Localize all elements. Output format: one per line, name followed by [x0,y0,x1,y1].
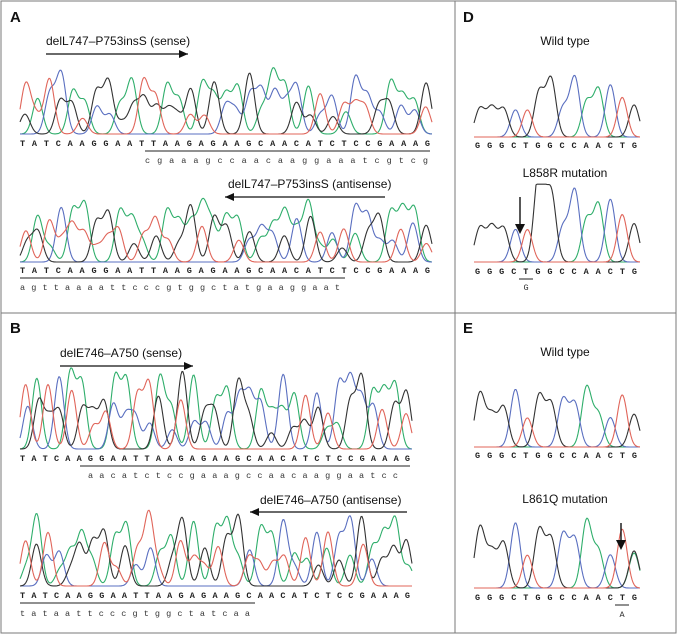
panel-d-mutation-sequence: GGGCTGGCCAACTG [475,267,637,277]
trace-line-t [474,96,640,138]
trace-line-t [19,76,433,135]
trace-line-g [19,513,413,587]
panel-a-sense-arrow [46,50,188,58]
trace-line-g [20,370,413,450]
trace-line-g [473,183,641,263]
trace-line-a [474,384,640,448]
panel-b-antisense-chromatogram [19,509,413,587]
panel-d-mutation-arrow [515,197,525,234]
panel-a-antisense-sequence-2: agttaaaattcccgtggctatgaaggaat [20,283,340,293]
trace-line-g [19,204,433,263]
panel-b-sense-chromatogram [19,367,413,450]
trace-line-t [474,528,641,589]
trace-line-t [474,394,641,448]
panel-e: Wild type GGGCTGGCCAACTG L861Q mutation … [473,345,641,620]
panel-b-sense-sequence: TATCAAGGAATTAAGAGAAGCAACATCTCCGAAAG [20,454,410,464]
trace-line-a [19,197,433,263]
panel-e-wild-chromatogram [473,384,641,448]
trace-line-c [474,74,640,138]
panel-d-wild-sequence: GGGCTGGCCAACTG [475,141,637,151]
arrow-head [250,508,259,516]
panel-d-wild-label: Wild type [540,34,590,48]
panel-b-antisense-sequence: TATCAAGGAATTAAGAGAAGCAACATCTCCGAAAG [20,591,410,601]
trace-line-c [20,69,432,135]
panel-b-antisense-arrow [250,508,407,516]
panel-a-sense-label: delL747–P753insS (sense) [46,34,190,48]
trace-line-a [19,367,413,450]
trace-line-c [474,522,640,589]
panel-b-sense-arrow [60,362,193,370]
panel-d-mutation-chromatogram [473,183,641,263]
trace-line-a [20,67,432,135]
panel-e-mutant-base: A [619,610,625,620]
panel-a-label: A [10,9,21,26]
panel-a-sense-sequence-2: cgaaagccaacaaggaaatcgtcg [145,156,428,166]
trace-line-a [19,513,413,587]
trace-line-t [19,378,413,450]
trace-line-t [19,215,433,263]
panel-b-antisense-sequence-2: tataattcccgtggctatcaa [20,609,250,619]
trace-line-c [474,388,640,448]
panel-d-wild-chromatogram [473,74,641,138]
panel-b-antisense-label: delE746–A750 (antisense) [260,493,401,507]
trace-line-c [474,187,640,263]
trace-line-t [19,509,412,587]
trace-line-c [19,371,412,450]
panel-a-antisense-label: delL747–P753insS (antisense) [228,177,391,191]
panel-a-antisense-sequence: TATCAAGGAATTAAGAGAAGCAACATCTCCGAAAG [20,266,430,276]
panel-e-mutation-sequence: GGGCTGGCCAACTG [475,593,637,603]
trace-line-g [473,75,641,138]
panel-a-sense-chromatogram [19,67,433,135]
panel-b-sense-sequence-2: aacatctccgaaagccaacaaggaatcc [88,471,398,481]
panel-a-sense-sequence: TATCAAGGAATTAAGAGAAGCAACATCTCCGAAAG [20,139,430,149]
trace-line-g [473,390,641,448]
arrow-head [184,362,193,370]
trace-line-a [474,517,641,589]
panel-e-label: E [463,320,473,337]
panel-d-mutant-base: G [523,283,528,293]
arrow-head [225,193,234,201]
panel-a-antisense-arrow [225,193,385,201]
panel-b-label: B [10,320,21,337]
panel-e-mutation-chromatogram [473,517,641,589]
trace-line-g [473,524,641,589]
trace-line-c [20,202,432,263]
panel-d: Wild type GGGCTGGCCAACTG L858R mutation … [473,34,641,293]
panel-e-mutation-label: L861Q mutation [522,492,607,506]
panel-b: delE746–A750 (sense) TATCAAGGAATTAAGAGAA… [19,346,413,619]
panel-d-label: D [463,9,474,26]
panel-e-wild-sequence: GGGCTGGCCAACTG [475,451,637,461]
trace-line-t [474,213,641,263]
panel-a: delL747–P753insS (sense) TATCAAGGAATTAAG… [19,34,433,293]
panel-b-sense-label: delE746–A750 (sense) [60,346,182,360]
trace-line-g [19,72,433,135]
arrow-head [179,50,188,58]
panel-e-wild-label: Wild type [540,345,590,359]
panel-d-mutation-label: L858R mutation [523,166,608,180]
panel-a-antisense-chromatogram [19,197,433,263]
panel-e-mutation-arrow [616,523,626,550]
